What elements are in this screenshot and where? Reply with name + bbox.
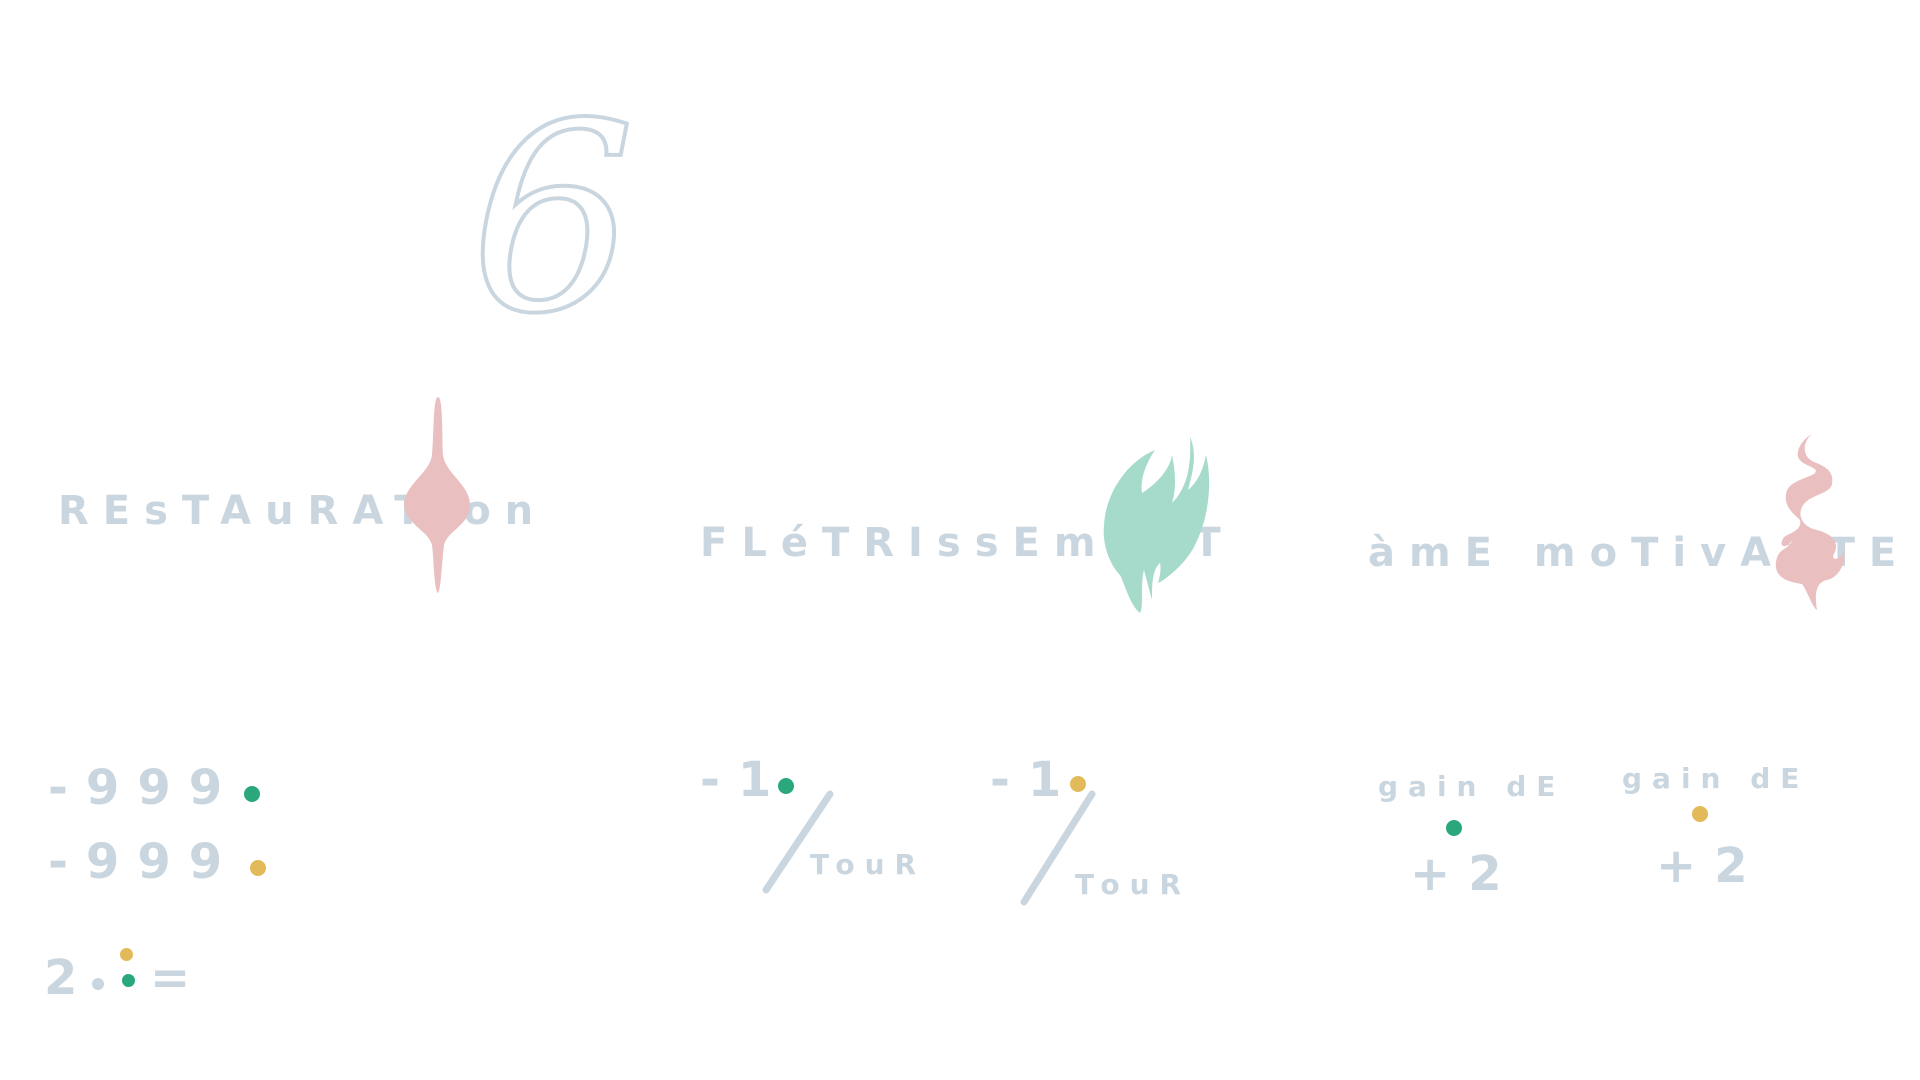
- gain-label-gold: gain dE: [1622, 762, 1810, 795]
- formula-number: 2: [44, 950, 96, 1006]
- gold-dot-icon: [120, 948, 133, 961]
- rate-value-green: -1: [700, 752, 790, 808]
- page-number: 6: [468, 69, 637, 371]
- rate-value-gold: -1: [990, 752, 1080, 808]
- per-turn-label: TouR: [1075, 868, 1192, 901]
- gain-value-gold: +2: [1656, 838, 1766, 894]
- green-dot-icon: [1446, 820, 1462, 836]
- gain-label-green: gain dE: [1378, 770, 1566, 803]
- green-dot-icon: [778, 778, 794, 794]
- green-dot-icon: [244, 786, 260, 802]
- gold-dot-icon: [1692, 806, 1708, 822]
- per-turn-label: TouR: [810, 848, 927, 881]
- pink-drop-icon: [404, 397, 470, 593]
- mint-flame-icon: [1103, 437, 1210, 613]
- equals-sign: =: [150, 950, 209, 1006]
- cost-value: -999: [48, 834, 241, 890]
- pink-smoke-icon: [1775, 434, 1845, 610]
- gold-dot-icon: [250, 860, 266, 876]
- green-dot-icon: [122, 974, 135, 987]
- cost-value: -999: [48, 760, 241, 816]
- gold-dot-icon: [1070, 776, 1086, 792]
- per-slash: [762, 790, 834, 894]
- cost-line-gold: -999: [48, 834, 240, 890]
- cost-line-green: -999: [48, 760, 240, 816]
- gain-value-green: +2: [1410, 846, 1520, 902]
- per-slash: [1020, 790, 1096, 906]
- multiply-dot-icon: [92, 978, 104, 990]
